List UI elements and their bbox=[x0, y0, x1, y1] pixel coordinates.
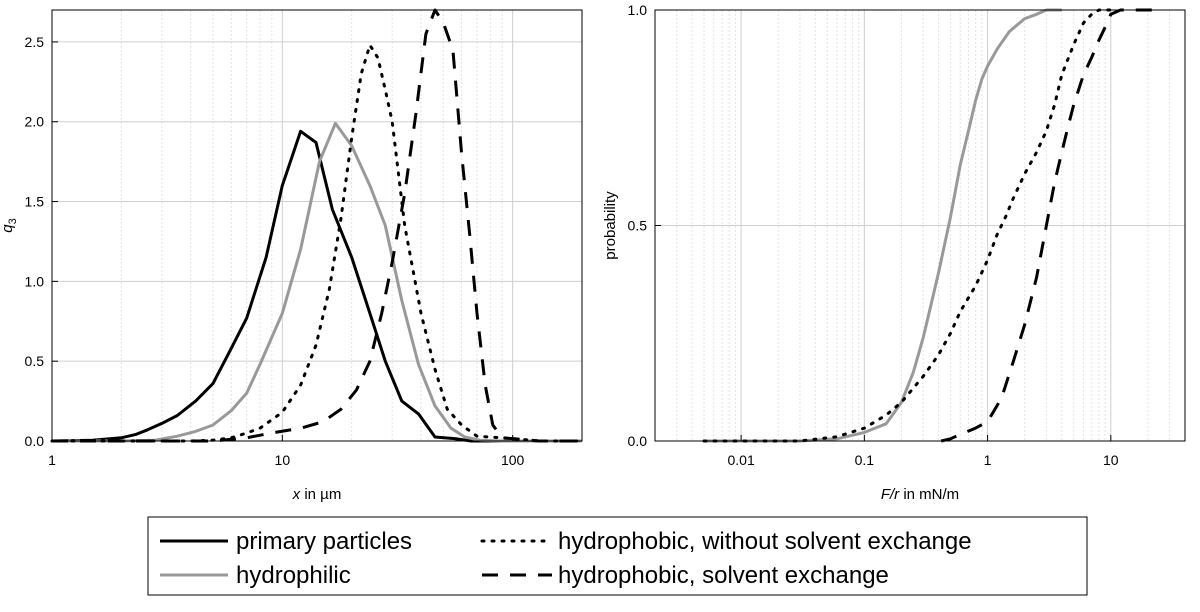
left-y-tick-label: 0.0 bbox=[25, 433, 45, 449]
right-chart: 0.01 0.1 1 10 0.0 0.5 1.0 F/r in mN/m probabilit… bbox=[602, 2, 1186, 503]
legend-label-hydrophobic-exchange: hydrophobic, solvent exchange bbox=[558, 562, 889, 589]
left-x-tick-label: 100 bbox=[501, 452, 525, 468]
left-y-axis-title: q3 bbox=[0, 218, 19, 232]
left-x-axis-title: x in µm bbox=[292, 486, 342, 503]
right-series-0-line bbox=[704, 8, 1062, 443]
right-y-tick-label: 1.0 bbox=[628, 2, 648, 18]
left-y-tick-label: 1.5 bbox=[25, 194, 45, 210]
right-ticks: 0.01 0.1 1 10 0.0 0.5 1.0 bbox=[628, 2, 1119, 468]
left-major-grid bbox=[52, 10, 582, 441]
right-x-tick-label: 10 bbox=[1103, 452, 1119, 468]
right-series-1-line bbox=[702, 8, 1113, 443]
right-x-tick-label: 0.1 bbox=[855, 452, 875, 468]
left-y-tick-label: 2.5 bbox=[25, 34, 45, 50]
right-x-tick-label: 1 bbox=[984, 452, 992, 468]
legend-label-hydrophobic-noexchange: hydrophobic, without solvent exchange bbox=[558, 528, 972, 555]
right-y-axis-title: probability bbox=[602, 191, 619, 260]
right-y-tick-label: 0.5 bbox=[628, 218, 648, 234]
right-y-tick-label: 0.0 bbox=[628, 433, 648, 449]
right-major-grid bbox=[655, 10, 1185, 441]
right-x-tick-label: 0.01 bbox=[728, 452, 755, 468]
left-plot-frame bbox=[51, 9, 583, 442]
left-series-3-line bbox=[52, 8, 582, 443]
right-x-axis-title: F/r in mN/m bbox=[881, 486, 959, 503]
left-ticks: 1 10 100 0.0 0.5 1.0 1.5 2.0 2.5 bbox=[25, 34, 525, 468]
left-series-2-line bbox=[50, 43, 584, 443]
left-y-tick-label: 2.0 bbox=[25, 114, 45, 130]
left-chart: 1 10 100 0.0 0.5 1.0 1.5 2.0 2.5 x in µm q3 bbox=[0, 8, 584, 503]
left-series-0-line bbox=[51, 129, 582, 443]
legend-box bbox=[147, 516, 1088, 596]
left-x-tick-label: 10 bbox=[275, 452, 291, 468]
legend-label-primary: primary particles bbox=[236, 528, 412, 555]
right-series-2-line bbox=[940, 8, 1160, 443]
left-y-tick-label: 0.5 bbox=[25, 353, 45, 369]
right-series-group bbox=[702, 8, 1160, 443]
left-y-tick-label: 1.0 bbox=[25, 273, 45, 289]
left-series-1-line bbox=[52, 121, 582, 443]
left-series-group bbox=[50, 8, 584, 443]
left-minor-grid bbox=[120, 10, 503, 441]
legend-label-hydrophilic: hydrophilic bbox=[236, 562, 351, 589]
left-x-tick-label: 1 bbox=[48, 452, 56, 468]
legend: primary particles hydrophilic hydrophobi… bbox=[147, 516, 1088, 596]
